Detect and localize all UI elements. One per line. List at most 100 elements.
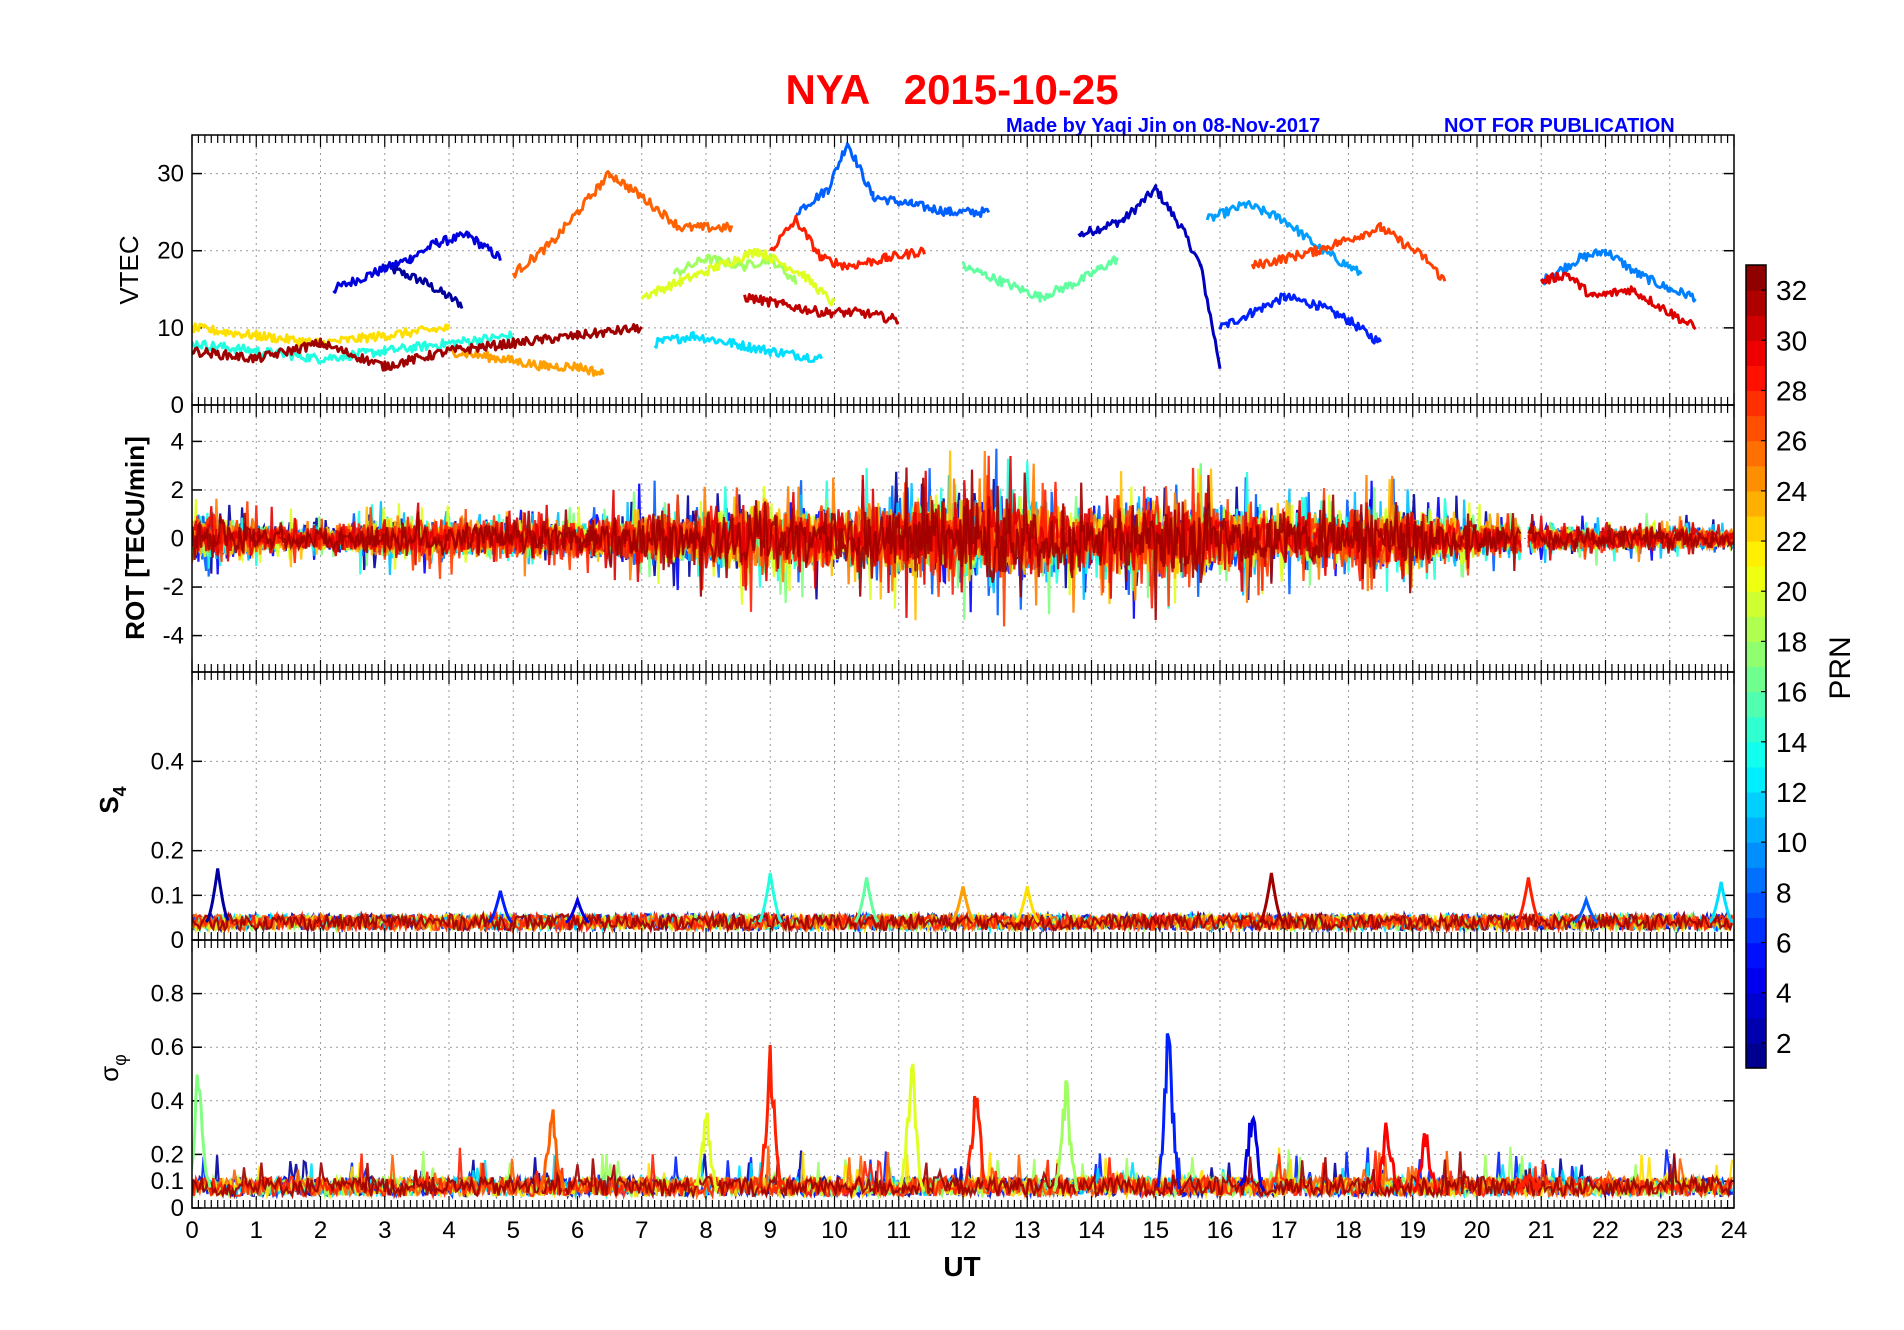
- colorbar-tick-label: 4: [1776, 978, 1792, 1009]
- colorbar-segment: [1746, 716, 1766, 743]
- colorbar-tick-label: 22: [1776, 526, 1807, 557]
- s4-peak-prn-6: [487, 890, 513, 924]
- rot-y-label: ROT [TECU/min]: [120, 436, 150, 640]
- s4-peak-prn-8: [1574, 895, 1599, 924]
- colorbar-segment: [1746, 566, 1766, 592]
- s4-peak-prn-14: [757, 872, 783, 924]
- colorbar-frame: [1745, 264, 1767, 1069]
- vtec-series-prn-2: [383, 262, 464, 309]
- vtec-series-prn-8: [795, 142, 991, 218]
- x-tick-label: 15: [1142, 1217, 1169, 1244]
- s4-peak-prn-16: [853, 877, 880, 924]
- colorbar-tick-label: 6: [1776, 928, 1792, 959]
- vtec-series-prn-12: [653, 330, 824, 363]
- colorbar-segment: [1746, 265, 1766, 291]
- y-tick-label: 0.8: [151, 981, 184, 1008]
- vtec-series-prn-26: [511, 170, 734, 279]
- colorbar-segment: [1746, 967, 1766, 994]
- sp-series-prn-32: [192, 1151, 1734, 1200]
- colorbar-segment: [1746, 440, 1766, 467]
- colorbar-segment: [1746, 1042, 1766, 1069]
- x-tick-label: 5: [507, 1217, 520, 1244]
- vtec-series-prn-24: [448, 346, 605, 377]
- sp-series: [192, 1033, 1734, 1201]
- y-tick-label: 30: [157, 161, 184, 188]
- colorbar-segment: [1746, 1017, 1766, 1044]
- x-tick-label: 2: [314, 1217, 327, 1244]
- y-tick-label: 0.1: [151, 1168, 184, 1195]
- x-tick-label: 13: [1014, 1217, 1041, 1244]
- colorbar-segment: [1746, 842, 1766, 868]
- y-tick-label: 0: [171, 927, 184, 954]
- vtec-series-prn-3: [1077, 184, 1222, 370]
- x-tick-label: 1: [250, 1217, 263, 1244]
- colorbar-segment: [1746, 992, 1766, 1019]
- y-tick-label: -4: [163, 623, 184, 650]
- sp-peak-prn-4: [1239, 1114, 1266, 1192]
- colorbar-segment: [1746, 766, 1766, 793]
- vtec-series-prn-14: [192, 330, 515, 365]
- colorbar-label: PRN: [1824, 636, 1857, 699]
- sp-peak-prn-18: [1052, 1079, 1079, 1192]
- x-axis-label: UT: [943, 1251, 980, 1282]
- sp-peak-prn-17: [192, 1074, 212, 1188]
- y-tick-label: 0.6: [151, 1034, 184, 1061]
- colorbar-tick-label: 8: [1776, 877, 1792, 908]
- x-tick-label: 12: [950, 1217, 977, 1244]
- y-tick-label: 0.1: [151, 882, 184, 909]
- s4-peak-prn-24: [950, 886, 976, 924]
- colorbar-tick-label: 18: [1776, 626, 1807, 657]
- x-tick-label: 17: [1271, 1217, 1298, 1244]
- vtec-series-prn-32: [192, 323, 643, 372]
- x-tick-label: 4: [442, 1217, 455, 1244]
- x-tick-label: 16: [1207, 1217, 1234, 1244]
- credit-left: Made by Yaqi Jin on 08-Nov-2017: [1006, 115, 1320, 137]
- y-tick-label: 0.2: [151, 838, 184, 865]
- colorbar-segment: [1746, 315, 1766, 341]
- x-tick-label: 20: [1464, 1217, 1491, 1244]
- rot-panel: -4 -2 0 2 4 ROT [TECU/min]: [120, 404, 1735, 673]
- colorbar-segment: [1746, 791, 1766, 818]
- sp-peak-prn-29: [1374, 1122, 1401, 1192]
- y-tick-label: 4: [171, 428, 184, 455]
- colorbar-tick-label: 16: [1776, 677, 1807, 708]
- vtec-series-prn-31: [743, 293, 900, 325]
- x-tick-label: 21: [1528, 1217, 1555, 1244]
- sp-peak-prn-28: [962, 1095, 989, 1189]
- sp-peak-prn-28: [757, 1044, 783, 1190]
- vtec-series-prn-18: [672, 253, 798, 285]
- x-tick-label: 9: [764, 1217, 777, 1244]
- figure-title: NYA 2015-10-25: [785, 66, 1118, 113]
- colorbar-tick-label: 10: [1776, 827, 1807, 858]
- x-tick-label: 3: [378, 1217, 391, 1244]
- y-tick-label: 0: [171, 526, 184, 553]
- colorbar-segment: [1746, 490, 1766, 517]
- x-tick-label: 22: [1592, 1217, 1619, 1244]
- y-tick-label: 20: [157, 238, 184, 265]
- x-axis: 0 1 2 3 4 5 6 7 8 9 10 11 12 13 14 15 16 17 18 19 20 21 22 23 24: [185, 1217, 1747, 1244]
- colorbar-segment: [1746, 290, 1766, 316]
- colorbar-segment: [1746, 390, 1766, 417]
- colorbar-tick-label: 12: [1776, 777, 1807, 808]
- colorbar-segment: [1746, 917, 1766, 944]
- y-tick-label: 0.4: [151, 1088, 184, 1115]
- x-tick-label: 19: [1399, 1217, 1426, 1244]
- rot-series-prn-32: [192, 467, 1734, 621]
- s4-series: [192, 868, 1734, 935]
- colorbar-tick-label: 14: [1776, 727, 1807, 758]
- s4-peak-prn-32: [1258, 872, 1285, 924]
- colorbar-segment: [1746, 340, 1766, 366]
- y-tick-label: 0: [171, 392, 184, 419]
- rot-series: [192, 448, 1734, 627]
- colorbar-tick-label: 28: [1776, 375, 1807, 406]
- sp-peak-prn-26: [538, 1109, 565, 1192]
- s4-peak-prn-28: [1515, 877, 1542, 924]
- colorbar-segment: [1746, 616, 1766, 643]
- colorbar-segment: [1746, 591, 1766, 617]
- sp-frame: [191, 939, 1735, 1209]
- x-tick-label: 7: [635, 1217, 648, 1244]
- vtec-series-prn-27: [1250, 221, 1447, 282]
- vtec-series: [192, 142, 1697, 377]
